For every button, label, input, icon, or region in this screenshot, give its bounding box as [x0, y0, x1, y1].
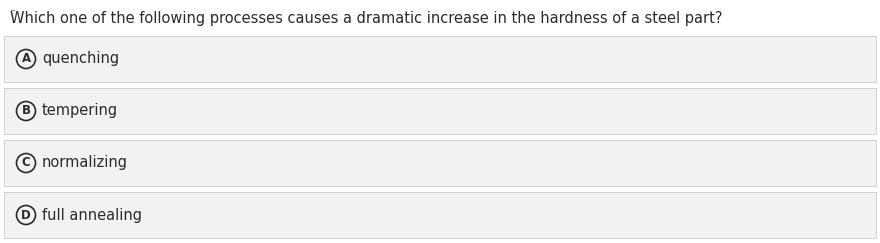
Text: full annealing: full annealing — [42, 208, 142, 223]
Text: quenching: quenching — [42, 52, 119, 67]
Text: tempering: tempering — [42, 104, 118, 119]
Text: normalizing: normalizing — [42, 156, 128, 171]
Text: B: B — [21, 104, 31, 118]
Text: A: A — [21, 52, 31, 66]
Text: C: C — [22, 156, 31, 170]
Text: Which one of the following processes causes a dramatic increase in the hardness : Which one of the following processes cau… — [10, 11, 722, 26]
FancyBboxPatch shape — [4, 36, 876, 82]
FancyBboxPatch shape — [4, 140, 876, 186]
FancyBboxPatch shape — [4, 88, 876, 134]
FancyBboxPatch shape — [4, 192, 876, 238]
Text: D: D — [21, 208, 31, 222]
